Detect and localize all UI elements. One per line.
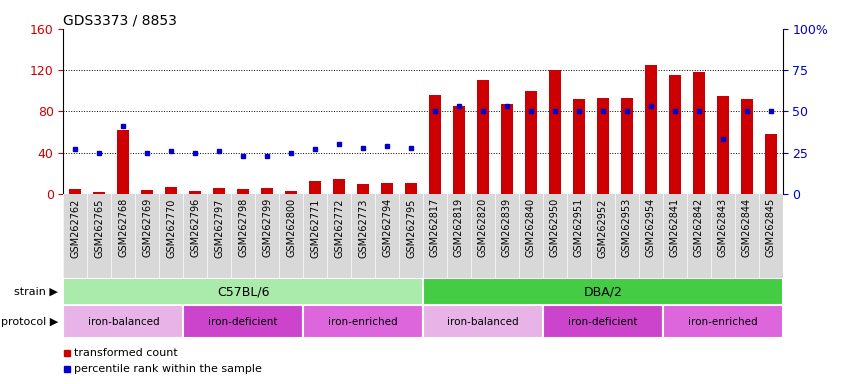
Text: GSM262795: GSM262795 (406, 198, 416, 258)
Bar (645, 65, 656, 194)
Text: GSM262773: GSM262773 (358, 198, 368, 258)
Bar (213, 188, 225, 194)
Text: GSM262845: GSM262845 (766, 198, 776, 257)
Bar (693, 72, 705, 194)
Text: GSM262771: GSM262771 (310, 198, 320, 258)
Text: GSM262842: GSM262842 (694, 198, 704, 257)
Bar (573, 99, 585, 194)
Bar (549, 70, 561, 194)
Text: iron-enriched: iron-enriched (328, 316, 398, 327)
Bar (429, 95, 441, 194)
Bar (190, 191, 201, 194)
Text: GSM262770: GSM262770 (167, 198, 176, 258)
Text: GSM262841: GSM262841 (670, 198, 679, 257)
Bar (423, 278, 783, 305)
Text: GSM262798: GSM262798 (239, 198, 248, 257)
Bar (303, 305, 423, 338)
Text: GSM262820: GSM262820 (478, 198, 488, 257)
Text: GSM262772: GSM262772 (334, 198, 344, 258)
Text: iron-deficient: iron-deficient (208, 316, 278, 327)
Bar (381, 182, 393, 194)
Text: GSM262951: GSM262951 (574, 198, 584, 257)
Bar (237, 189, 250, 194)
Text: GSM262844: GSM262844 (742, 198, 751, 257)
Bar (63, 278, 423, 305)
Text: GSM262796: GSM262796 (190, 198, 201, 257)
Bar (596, 98, 609, 194)
Text: GSM262953: GSM262953 (622, 198, 632, 257)
Bar (261, 188, 273, 194)
Text: GSM262819: GSM262819 (454, 198, 464, 257)
Text: GSM262843: GSM262843 (717, 198, 728, 257)
Bar (740, 99, 753, 194)
Bar (93, 192, 106, 194)
Bar (165, 187, 178, 194)
Text: GSM262797: GSM262797 (214, 198, 224, 258)
Text: iron-balanced: iron-balanced (448, 316, 519, 327)
Text: GSM262954: GSM262954 (645, 198, 656, 257)
Text: iron-balanced: iron-balanced (88, 316, 159, 327)
Text: percentile rank within the sample: percentile rank within the sample (74, 364, 262, 374)
Bar (453, 106, 465, 194)
Bar (717, 96, 728, 194)
Text: iron-enriched: iron-enriched (688, 316, 757, 327)
Text: GSM262952: GSM262952 (598, 198, 607, 258)
Bar (357, 184, 369, 194)
Text: GDS3373 / 8853: GDS3373 / 8853 (63, 14, 178, 28)
Bar (63, 305, 184, 338)
Bar (309, 180, 321, 194)
Bar (668, 75, 681, 194)
Text: GSM262799: GSM262799 (262, 198, 272, 257)
Text: GSM262839: GSM262839 (502, 198, 512, 257)
Bar (477, 80, 489, 194)
Bar (285, 191, 297, 194)
Text: GSM262765: GSM262765 (95, 198, 104, 258)
Bar (543, 305, 662, 338)
Bar (141, 190, 153, 194)
Bar (662, 305, 783, 338)
Text: strain ▶: strain ▶ (14, 287, 58, 297)
Text: GSM262800: GSM262800 (286, 198, 296, 257)
Text: iron-deficient: iron-deficient (568, 316, 638, 327)
Bar (184, 305, 303, 338)
Text: GSM262950: GSM262950 (550, 198, 560, 257)
Text: C57BL/6: C57BL/6 (217, 285, 270, 298)
Bar (405, 182, 417, 194)
Text: transformed count: transformed count (74, 348, 178, 358)
Text: GSM262762: GSM262762 (70, 198, 80, 258)
Bar (118, 130, 129, 194)
Text: GSM262817: GSM262817 (430, 198, 440, 257)
Bar (333, 179, 345, 194)
Text: GSM262768: GSM262768 (118, 198, 129, 257)
Text: GSM262769: GSM262769 (142, 198, 152, 257)
Text: GSM262794: GSM262794 (382, 198, 392, 257)
Text: GSM262840: GSM262840 (526, 198, 536, 257)
Bar (423, 305, 543, 338)
Bar (765, 134, 777, 194)
Bar (621, 98, 633, 194)
Bar (525, 91, 537, 194)
Bar (69, 189, 81, 194)
Text: protocol ▶: protocol ▶ (1, 316, 58, 327)
Text: DBA/2: DBA/2 (584, 285, 622, 298)
Bar (501, 104, 513, 194)
